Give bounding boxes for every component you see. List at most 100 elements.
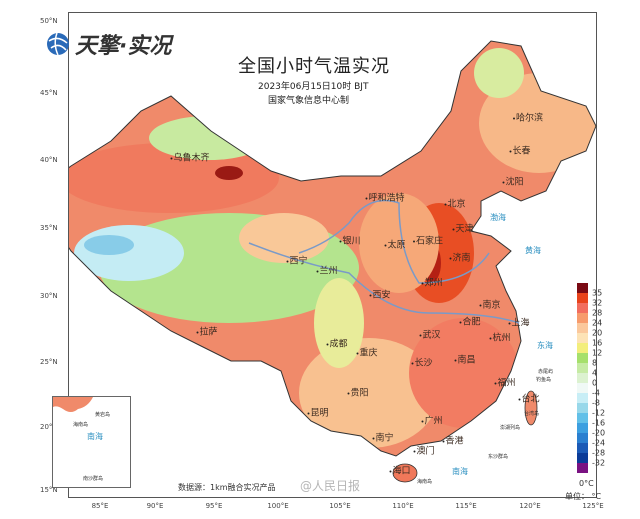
legend-tick-label: 20 — [592, 328, 603, 338]
island-label: 赤尾屿 — [538, 369, 554, 375]
legend-tick-label: -8 — [592, 398, 600, 408]
city-label: 银川 — [339, 234, 360, 247]
city-label: 台北 — [518, 392, 539, 405]
lon-label: 85°E — [91, 502, 109, 510]
lat-label: 50°N — [40, 17, 58, 25]
map-title: 全国小时气温实况 — [238, 56, 390, 77]
city-label: 合肥 — [459, 315, 480, 328]
city-label: 石家庄 — [413, 234, 443, 247]
map-frame — [68, 12, 597, 498]
globe-logo-icon — [47, 32, 69, 56]
legend-color-box — [577, 383, 588, 393]
legend-tick-label: 0 — [592, 378, 598, 388]
xinjiang-warm-zone — [69, 143, 279, 213]
legend-tick-label: -28 — [592, 448, 606, 458]
legend-tick-label: -12 — [592, 408, 606, 418]
west-tibet-colder-zone — [84, 235, 134, 255]
legend-color-box — [577, 353, 588, 363]
city-label: 西安 — [369, 288, 390, 301]
legend-tick-label: -20 — [592, 428, 606, 438]
city-label: 广州 — [421, 414, 442, 427]
legend-color-box — [577, 323, 588, 333]
legend-zero-line: 0°C — [579, 479, 594, 488]
lat-label: 25°N — [40, 358, 58, 366]
city-label: 南昌 — [454, 353, 475, 366]
city-label: 南宁 — [372, 431, 393, 444]
lon-label: 100°E — [267, 502, 289, 510]
temperature-legend: 35 32 28 24 20 16 12 8 4 0 -4 -8 -12 -16 -20 -24 -28 -32 0… — [565, 283, 605, 501]
legend-tick-label: 24 — [592, 318, 603, 328]
city-label: 贵阳 — [347, 386, 368, 399]
inset-label: 黄岩岛 — [95, 412, 111, 418]
lat-label: 30°N — [40, 292, 58, 300]
sea-label: 渤海 — [490, 213, 506, 222]
temperature-map — [69, 40, 597, 483]
yellow-river — [298, 199, 490, 284]
legend-color-box — [577, 403, 588, 413]
inset-label: 南沙群岛 — [83, 476, 104, 482]
island-label: 澎湖列岛 — [500, 425, 521, 431]
hotspot-turpan — [215, 166, 243, 180]
legend-tick-label: 35 — [592, 288, 603, 298]
lon-label: 110°E — [392, 502, 414, 510]
lon-label: 95°E — [205, 502, 223, 510]
inset-label: 海南岛 — [73, 422, 89, 428]
legend-color-box — [577, 303, 588, 313]
city-label: 重庆 — [356, 346, 377, 359]
island-label: 钓鱼岛 — [536, 377, 552, 383]
legend-color-box — [577, 313, 588, 323]
city-label: 济南 — [449, 251, 470, 264]
legend-tick-label: 12 — [592, 348, 603, 358]
inset-coastline — [53, 397, 93, 412]
sea-label: 南海 — [452, 467, 468, 476]
logo: 天擎·实况 — [45, 28, 171, 60]
legend-tick-label: 32 — [592, 298, 603, 308]
city-label: 乌鲁木齐 — [170, 151, 209, 164]
legend-color-box — [577, 463, 588, 473]
lat-label: 35°N — [40, 224, 58, 232]
legend-color-box — [577, 413, 588, 423]
island-label: 台湾岛 — [524, 411, 540, 417]
lat-label: 40°N — [40, 156, 58, 164]
legend-color-box — [577, 363, 588, 373]
legend-color-box — [577, 283, 588, 293]
city-label: 南京 — [479, 298, 500, 311]
city-label: 昆明 — [307, 406, 328, 419]
south-china-sea-inset: 南海 海南岛 黄岩岛 南沙群岛 — [52, 396, 131, 488]
legend-tick-label: 28 — [592, 308, 603, 318]
city-label: 海口 — [389, 464, 410, 477]
city-label: 杭州 — [489, 331, 510, 344]
city-label: 长沙 — [411, 356, 432, 369]
city-label: 武汉 — [419, 328, 440, 341]
city-label: 北京 — [444, 197, 465, 210]
west-tibet-cold-zone — [74, 225, 184, 281]
city-label: 西宁 — [286, 254, 307, 267]
city-label: 哈尔滨 — [513, 111, 543, 124]
city-label: 澳门 — [413, 444, 434, 457]
city-label: 呼和浩特 — [365, 191, 404, 204]
lat-label: 15°N — [40, 486, 58, 494]
island-label: 海南岛 — [417, 479, 433, 485]
city-label: 福州 — [494, 376, 515, 389]
legend-tick-label: -32 — [592, 458, 606, 468]
legend-tick-label: 4 — [592, 368, 598, 378]
logo-text: 天擎·实况 — [75, 34, 172, 59]
lon-label: 90°E — [146, 502, 164, 510]
legend-color-box — [577, 453, 588, 463]
inset-sea-label: 南海 — [87, 432, 103, 441]
legend-color-box — [577, 443, 588, 453]
lon-label: 115°E — [455, 502, 477, 510]
city-label: 天津 — [452, 222, 473, 235]
map-producer: 国家气象信息中心制 — [268, 96, 350, 106]
city-label: 拉萨 — [196, 325, 217, 338]
legend-unit: 单位： °C — [565, 492, 602, 501]
city-label: 成都 — [326, 337, 347, 350]
city-label: 长春 — [509, 144, 530, 157]
city-label: 郑州 — [421, 276, 442, 289]
legend-tick-label: 16 — [592, 338, 603, 348]
lon-label: 105°E — [329, 502, 351, 510]
lon-label: 120°E — [519, 502, 541, 510]
sea-label: 东海 — [537, 341, 553, 350]
legend-tick-label: 8 — [592, 358, 598, 368]
sea-label: 黄海 — [525, 246, 541, 255]
